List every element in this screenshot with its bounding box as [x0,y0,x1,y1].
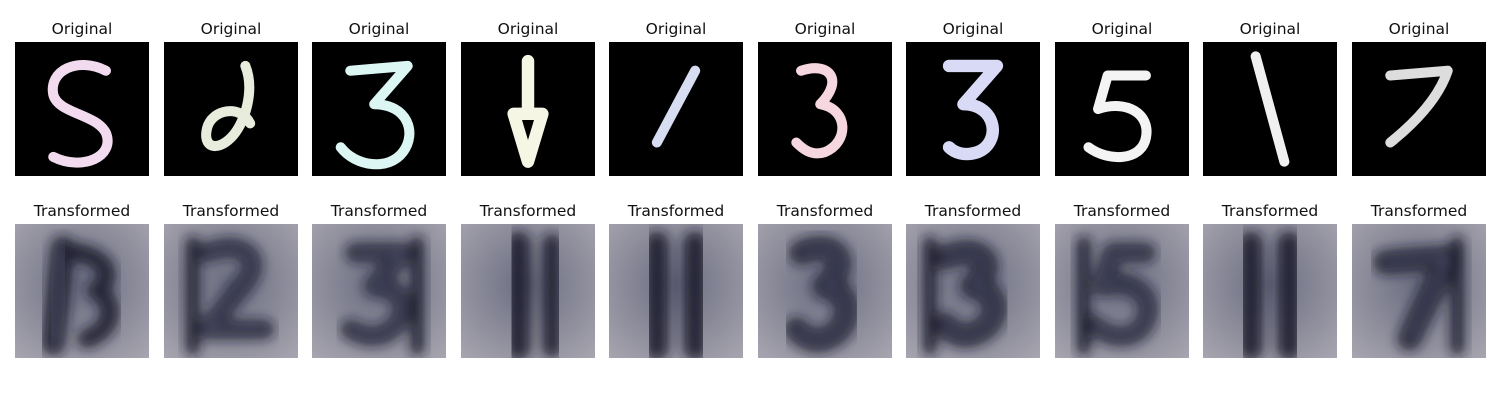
transformed-digit-1-9 [1203,224,1337,358]
original-digit-1-4 [461,42,595,176]
transformed-title-1: Transformed [33,202,131,220]
original-digit-S-1 [15,42,149,176]
original-digit-7-10 [1352,42,1486,176]
transformed-title-8: Transformed [1073,202,1171,220]
transformed-digit-3-3 [312,224,446,358]
transformed-image-9 [1203,224,1337,358]
transformed-title-4: Transformed [479,202,577,220]
transformed-digit-3-7 [906,224,1040,358]
original-title-7: Original [942,20,1004,38]
transformed-title-3: Transformed [330,202,428,220]
transformed-title-7: Transformed [924,202,1022,220]
original-title-8: Original [1091,20,1153,38]
original-title-9: Original [1239,20,1301,38]
original-digit-x-2 [164,42,298,176]
transformed-image-4 [461,224,595,358]
transformed-digit-1-5 [609,224,743,358]
original-digit-5-8 [1055,42,1189,176]
original-image-2 [164,42,298,176]
original-digit-3-7 [906,42,1040,176]
transformed-image-8 [1055,224,1189,358]
original-title-6: Original [794,20,856,38]
original-image-4 [461,42,595,176]
original-image-3 [312,42,446,176]
transformed-digit-5-1 [15,224,149,358]
original-image-5 [609,42,743,176]
transformed-title-6: Transformed [776,202,874,220]
original-digit-3-3 [312,42,446,176]
original-image-6 [758,42,892,176]
original-digit-3-6 [758,42,892,176]
original-image-1 [15,42,149,176]
original-digit-x-5 [609,42,743,176]
transformed-digit-7-10 [1352,224,1486,358]
original-title-10: Original [1388,20,1450,38]
transformed-digit-5-8 [1055,224,1189,358]
transformed-image-10 [1352,224,1486,358]
transformed-image-3 [312,224,446,358]
transformed-digit-3-6 [758,224,892,358]
original-image-7 [906,42,1040,176]
transformed-title-5: Transformed [627,202,725,220]
original-image-8 [1055,42,1189,176]
original-title-3: Original [348,20,410,38]
original-digit-x-9 [1203,42,1337,176]
original-image-9 [1203,42,1337,176]
original-image-10 [1352,42,1486,176]
transformed-digit-2-2 [164,224,298,358]
original-title-5: Original [645,20,707,38]
transformed-title-2: Transformed [182,202,280,220]
transformed-title-10: Transformed [1370,202,1468,220]
transformed-image-1 [15,224,149,358]
transformed-image-7 [906,224,1040,358]
transformed-image-2 [164,224,298,358]
transformed-digit-1-4 [461,224,595,358]
transformed-image-6 [758,224,892,358]
original-title-1: Original [51,20,113,38]
transformed-image-5 [609,224,743,358]
transformed-title-9: Transformed [1221,202,1319,220]
original-title-4: Original [497,20,559,38]
original-title-2: Original [200,20,262,38]
